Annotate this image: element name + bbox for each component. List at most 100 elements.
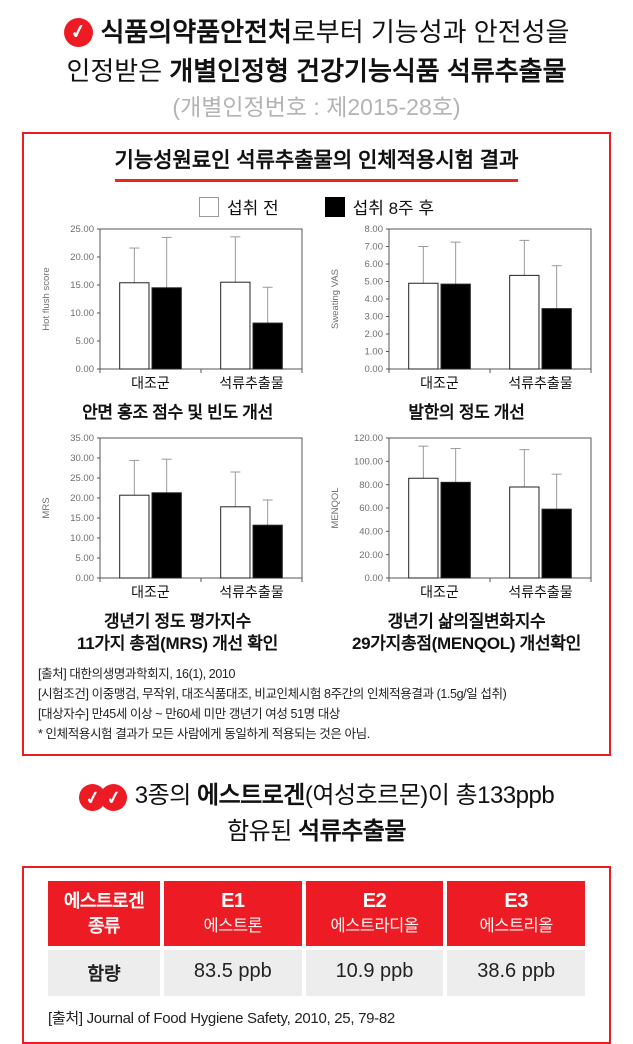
footnote-subjects: [대상자수] 만45세 이상 ~ 만60세 미만 갱년기 여성 51명 대상 <box>38 706 341 721</box>
svg-text:MENQOL: MENQOL <box>330 488 341 529</box>
svg-text:석류추출물: 석류추출물 <box>219 375 284 391</box>
svg-text:5.00: 5.00 <box>365 277 384 288</box>
double-check-icons: ✓ ✓ <box>76 778 129 814</box>
chart-caption-hot-flush: 안면 홍조 점수 및 빈도 개선 <box>82 403 273 422</box>
svg-text:10.00: 10.00 <box>70 533 94 544</box>
charts-grid: 0.00 5.00 10.00 15.00 20.00 25.00 Hot flush sc… <box>36 221 597 655</box>
svg-text:7.00: 7.00 <box>365 242 384 253</box>
header-type-line1: 에스트로겐 <box>63 891 145 912</box>
svg-text:100.00: 100.00 <box>354 457 383 468</box>
check-icon: ✓ <box>61 15 95 49</box>
header-e1-code: E1 <box>221 890 245 913</box>
svg-text:3.00: 3.00 <box>365 312 384 323</box>
heading-line2-product: 석류추출물 <box>298 818 406 846</box>
approval-number: (개별인정번호 : 제2015-28호) <box>172 94 461 120</box>
sweating-bar-chart: 0.00 1.00 2.00 3.00 4.00 5.00 6.00 7.00 8.00 Swea… <box>330 224 592 391</box>
svg-text:25.00: 25.00 <box>70 224 94 235</box>
header-e3-name: 에스트리올 <box>479 917 553 936</box>
mrs-bar-chart: 0.00 5.00 10.00 15.00 20.00 25.00 30.00 35.00 MR… <box>41 433 303 600</box>
header-product-name: 개별인정형 건강기능식품 석류추출물 <box>169 56 567 86</box>
svg-text:60.00: 60.00 <box>359 503 383 514</box>
check-icon: ✓ <box>97 781 129 813</box>
footnote-conditions: [시험조건] 이중맹검, 무작위, 대조식품대조, 비교인체시험 8주간의 인체… <box>38 687 507 702</box>
header-line1: ✓ 식품의약품안전처로부터 기능성과 안전성을 <box>0 12 633 52</box>
svg-text:대조군: 대조군 <box>420 584 459 600</box>
table-header-e2: E2 에스트라디올 <box>305 881 444 947</box>
header-line1-rest: 로부터 기능성과 안전성을 <box>291 17 570 47</box>
svg-text:6.00: 6.00 <box>365 259 384 270</box>
header-e2-name: 에스트라디올 <box>330 917 419 936</box>
legend-label-before: 섭취 전 <box>226 199 279 218</box>
legend-item-before: 섭취 전 <box>198 194 279 219</box>
svg-text:35.00: 35.00 <box>70 433 94 444</box>
chart-caption-mrs: 갱년기 정도 평가지수 11가지 총점(MRS) 개선 확인 <box>77 612 278 654</box>
svg-text:10.00: 10.00 <box>70 308 94 319</box>
svg-text:석류추출물: 석류추출물 <box>219 584 284 600</box>
svg-text:15.00: 15.00 <box>70 513 94 524</box>
header-e3-code: E3 <box>504 890 528 913</box>
svg-text:대조군: 대조군 <box>131 375 170 391</box>
svg-text:1.00: 1.00 <box>365 347 384 358</box>
menqol-bar-chart: 0.00 20.00 40.00 60.00 80.00 100.00 120.00 MENQ… <box>330 433 592 600</box>
svg-text:석류추출물: 석류추출물 <box>508 375 573 391</box>
chart-caption-sweating: 발한의 정도 개선 <box>408 403 525 422</box>
svg-text:80.00: 80.00 <box>359 480 383 491</box>
svg-text:0.00: 0.00 <box>365 573 384 584</box>
chart-cell-hot-flush: 0.00 5.00 10.00 15.00 20.00 25.00 Hot flush sc… <box>36 221 319 424</box>
svg-text:Sweating VAS: Sweating VAS <box>330 269 341 329</box>
svg-text:대조군: 대조군 <box>420 375 459 391</box>
table-source: [출처] Journal of Food Hygiene Safety, 201… <box>48 1010 395 1028</box>
svg-text:2.00: 2.00 <box>365 329 384 340</box>
chart-cell-mrs: 0.00 5.00 10.00 15.00 20.00 25.00 30.00 35.00 MR… <box>36 430 319 655</box>
svg-text:MRS: MRS <box>41 498 52 519</box>
table-value-e1: 83.5 ppb <box>164 950 302 997</box>
trial-box-title: 기능성원료인 석류추출물의 인체적용시험 결과 <box>114 144 519 182</box>
header-authority: 식품의약품안전처 <box>100 17 292 47</box>
svg-text:5.00: 5.00 <box>76 553 95 564</box>
svg-text:석류추출물: 석류추출물 <box>508 584 573 600</box>
heading-seg2-estrogen: 에스트로겐 <box>196 782 305 810</box>
svg-text:대조군: 대조군 <box>131 584 170 600</box>
svg-text:20.00: 20.00 <box>70 252 94 263</box>
header-e2-code: E2 <box>362 890 387 913</box>
heading-line2-pre: 함유된 <box>227 818 298 846</box>
header-line2-pre: 인정받은 <box>66 56 170 86</box>
svg-text:4.00: 4.00 <box>365 294 384 305</box>
header-line2: 인정받은 개별인정형 건강기능식품 석류추출물 <box>0 52 633 90</box>
estrogen-table: 에스트로겐 종류 E1 에스트론 E2 에스트라디올 E3 에스트리올 함량 8… <box>48 881 585 997</box>
chart-legend: 섭취 전 섭취 8주 후 <box>36 194 597 219</box>
header-e1-name: 에스트론 <box>203 917 263 936</box>
svg-text:0.00: 0.00 <box>76 573 95 584</box>
table-header-e1: E1 에스트론 <box>164 881 302 947</box>
estrogen-heading-line2: 함유된 석류추출물 <box>0 814 633 850</box>
table-value-e3: 38.6 ppb <box>447 950 585 997</box>
svg-text:15.00: 15.00 <box>70 280 94 291</box>
chart-cell-menqol: 0.00 20.00 40.00 60.00 80.00 100.00 120.00 MENQ… <box>325 430 608 655</box>
svg-text:0.00: 0.00 <box>76 364 95 375</box>
table-header-type: 에스트로겐 종류 <box>48 881 160 947</box>
heading-seg1: 3종의 <box>134 782 197 810</box>
legend-item-after: 섭취 8주 후 <box>324 194 434 219</box>
svg-text:30.00: 30.00 <box>70 453 94 464</box>
svg-text:Hot flush score: Hot flush score <box>41 267 52 330</box>
header-type-line2: 종류 <box>87 916 121 937</box>
trial-title-wrap: 기능성원료인 석류추출물의 인체적용시험 결과 <box>36 144 597 182</box>
trial-footnotes: [출처] 대한의생명과학회지, 16(1), 2010 [시험조건] 이중맹검,… <box>38 665 597 744</box>
table-value-e2: 10.9 ppb <box>305 950 444 997</box>
svg-text:0.00: 0.00 <box>365 364 384 375</box>
svg-text:20.00: 20.00 <box>70 493 94 504</box>
footnote-disclaimer: * 인체적용시험 결과가 모든 사람에게 동일하게 적용되는 것은 아님. <box>38 726 370 741</box>
header-line1-text: 식품의약품안전처로부터 기능성과 안전성을 <box>101 12 570 52</box>
svg-text:25.00: 25.00 <box>70 473 94 484</box>
trial-results-box: 기능성원료인 석류추출물의 인체적용시험 결과 섭취 전 섭취 8주 후 0.0… <box>22 132 611 757</box>
estrogen-heading-text: 3종의 에스트로겐(여성호르몬)이 총133ppb <box>134 778 555 814</box>
estrogen-table-box: 에스트로겐 종류 E1 에스트론 E2 에스트라디올 E3 에스트리올 함량 8… <box>22 866 611 1044</box>
chart-cell-sweating: 0.00 1.00 2.00 3.00 4.00 5.00 6.00 7.00 8.00 Swea… <box>325 221 608 424</box>
chart-caption-menqol: 갱년기 삶의질변화지수 29가지총점(MENQOL) 개선확인 <box>352 612 581 654</box>
svg-text:8.00: 8.00 <box>365 224 384 235</box>
svg-text:5.00: 5.00 <box>76 336 95 347</box>
estrogen-heading-line1: ✓ ✓ 3종의 에스트로겐(여성호르몬)이 총133ppb <box>0 778 633 814</box>
svg-text:20.00: 20.00 <box>359 550 383 561</box>
legend-swatch-before <box>198 196 219 217</box>
page-header: ✓ 식품의약품안전처로부터 기능성과 안전성을 인정받은 개별인정형 건강기능식… <box>0 0 633 122</box>
